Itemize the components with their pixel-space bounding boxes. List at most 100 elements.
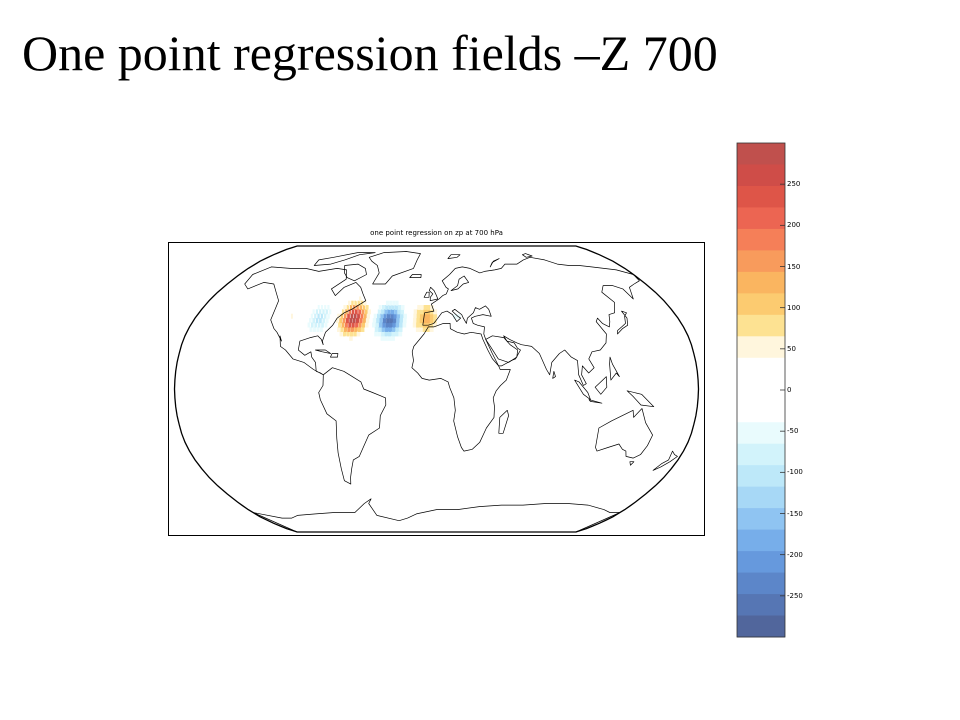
anomaly-cell <box>377 331 382 337</box>
anomaly-cell <box>397 305 402 310</box>
anomaly-cell <box>419 313 424 319</box>
colorbar-swatch <box>737 400 785 423</box>
anomaly-cell <box>399 322 403 328</box>
anomaly-cell <box>344 322 348 328</box>
anomaly-cell <box>433 322 438 328</box>
anomaly-cell <box>354 326 358 332</box>
anomaly-cell <box>429 318 434 324</box>
anomaly-cell <box>391 331 396 337</box>
anomaly-cell <box>380 335 385 341</box>
anomaly-cell <box>417 305 421 310</box>
anomaly-cell <box>346 305 350 310</box>
colorbar-swatch <box>737 486 785 509</box>
anomaly-cell <box>349 318 353 324</box>
anomaly-cell <box>396 313 401 319</box>
anomaly-cell <box>365 322 369 328</box>
coastline-svalbard <box>447 254 461 259</box>
anomaly-cell <box>416 322 420 328</box>
anomaly-cell <box>357 300 361 306</box>
anomaly-cell <box>345 335 350 341</box>
anomaly-cell <box>384 331 389 337</box>
anomaly-cell <box>423 318 427 324</box>
coastline-sumatra <box>574 379 591 400</box>
coastline-cuba <box>315 349 332 354</box>
anomaly-cell <box>310 313 314 319</box>
anomaly-cell <box>430 305 434 310</box>
colorbar-swatch <box>737 422 785 445</box>
anomaly-cell <box>415 326 420 332</box>
anomaly-cell <box>355 322 359 328</box>
anomaly-cell <box>384 309 388 315</box>
coastline-madagascar <box>498 409 509 434</box>
colorbar-tick-label: -200 <box>787 550 803 559</box>
anomaly-cell <box>312 309 315 315</box>
anomaly-cell <box>391 335 395 341</box>
anomaly-cell <box>319 318 322 324</box>
coastline-british-isles <box>428 286 439 302</box>
anomaly-cell <box>433 313 438 319</box>
anomaly-cell <box>420 309 424 315</box>
anomaly-cell <box>386 318 390 324</box>
anomaly-cell <box>388 326 393 332</box>
colorbar-tick-label: 200 <box>787 221 801 230</box>
anomaly-cell <box>362 305 366 310</box>
anomaly-cell <box>315 309 319 315</box>
coastline-greenland <box>368 251 421 285</box>
anomaly-cell <box>317 322 321 328</box>
anomaly-cell <box>360 313 364 319</box>
anomaly-cell <box>452 309 457 315</box>
anomaly-cell <box>395 326 400 332</box>
anomaly-cell <box>400 309 405 315</box>
colorbar-swatch <box>737 551 785 573</box>
anomaly-cell <box>341 309 345 315</box>
anomaly-cell <box>390 309 395 315</box>
anomaly-cell <box>363 300 367 306</box>
colorbar-tick-label: -150 <box>787 509 803 518</box>
anomaly-cell <box>419 322 424 328</box>
colorbar-swatch <box>737 465 785 488</box>
anomaly-cell <box>314 313 317 319</box>
anomaly-cell <box>422 326 427 332</box>
anomaly-cell <box>393 313 397 319</box>
anomaly-cell <box>396 318 400 324</box>
anomaly-cell <box>311 322 314 328</box>
anomaly-cell <box>419 326 424 332</box>
anomaly-cell <box>391 326 396 332</box>
anomaly-layer <box>290 296 461 341</box>
anomaly-cell <box>354 300 357 306</box>
anomaly-cell <box>392 318 397 324</box>
anomaly-cell <box>372 318 377 324</box>
anomaly-cell <box>350 326 355 332</box>
anomaly-cell <box>365 305 369 310</box>
anomaly-cell <box>314 322 318 328</box>
anomaly-cell <box>351 300 354 306</box>
anomaly-cell <box>312 318 315 324</box>
anomaly-cell <box>374 326 379 332</box>
anomaly-cell <box>377 309 381 315</box>
anomaly-cell <box>325 318 329 324</box>
coastline-scandinavia-interior <box>450 275 470 291</box>
anomaly-cell <box>453 313 458 319</box>
anomaly-cell <box>309 326 313 332</box>
anomaly-cell <box>413 318 417 324</box>
anomaly-cell <box>339 318 343 324</box>
anomaly-cell <box>361 322 366 328</box>
anomaly-cell <box>387 335 392 341</box>
anomaly-cell <box>351 322 355 328</box>
colorbar-swatch <box>737 164 785 187</box>
anomaly-cell <box>388 331 392 337</box>
anomaly-cell <box>423 309 428 315</box>
anomaly-cell <box>356 331 361 337</box>
anomaly-cell <box>348 322 352 328</box>
colorbar-tick-label: -250 <box>787 591 803 600</box>
anomaly-cell <box>362 318 366 324</box>
anomaly-cell <box>398 326 403 332</box>
anomaly-cell <box>423 313 428 319</box>
anomaly-cell <box>367 313 371 319</box>
coastline-europe-asia <box>422 256 640 386</box>
coastline-sri-lanka <box>552 370 556 379</box>
coastline-new-zealand <box>652 450 678 471</box>
coastline-hispaniola <box>330 353 339 358</box>
coastline-sulawesi-philippines <box>609 356 620 381</box>
colorbar-swatch <box>737 508 785 531</box>
